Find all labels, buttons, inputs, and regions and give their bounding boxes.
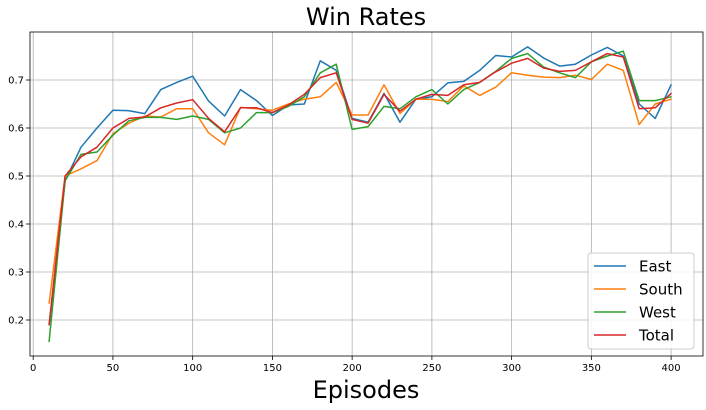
series-line-west (48, 50, 672, 343)
legend: East South West Total (587, 252, 695, 350)
legend-label-west: West (639, 304, 676, 322)
y-tick-label: 0.5 (8, 172, 24, 183)
y-tick-label: 0.7 (8, 76, 24, 87)
x-tick-label: 300 (502, 363, 521, 374)
x-tick-label: 350 (582, 363, 601, 374)
series-line-total (48, 52, 672, 326)
y-tick-label: 0.2 (8, 316, 24, 327)
legend-box (587, 252, 695, 350)
x-tick-label: 100 (183, 363, 202, 374)
chart-title: Win Rates (306, 3, 426, 31)
x-tick-label: 150 (263, 363, 282, 374)
x-tick-label: 250 (422, 363, 441, 374)
x-tick-label: 200 (343, 363, 362, 374)
x-axis-label: Episodes (313, 376, 420, 404)
legend-label-south: South (639, 281, 683, 299)
series-lines (48, 46, 672, 343)
y-tick-label: 0.3 (8, 268, 24, 279)
x-tick-label: 0 (30, 363, 36, 374)
series-line-east (48, 46, 672, 326)
legend-label-east: East (639, 258, 671, 276)
y-tick-label: 0.6 (8, 124, 24, 135)
x-tick-label: 400 (662, 363, 681, 374)
x-tick-label: 50 (107, 363, 120, 374)
plot-area-frame (29, 31, 704, 357)
axis-ticks: 0 50 100 150 200 250 300 350 400 0.2 0.3 0.4 0.5 0.6 0… (8, 76, 681, 375)
legend-label-total: Total (638, 327, 674, 345)
series-line-south (48, 63, 672, 304)
y-tick-label: 0.4 (8, 220, 24, 231)
